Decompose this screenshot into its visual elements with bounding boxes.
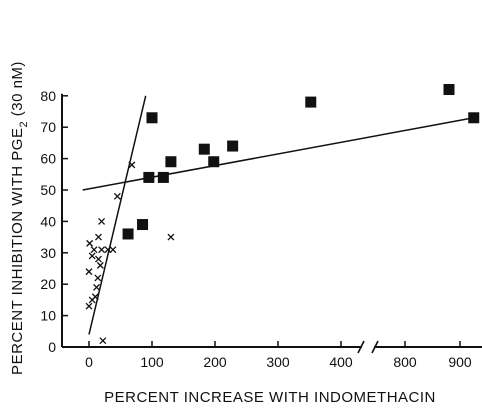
regression-line	[82, 117, 474, 191]
square-point	[146, 112, 158, 124]
x-tick-label: 800	[393, 354, 417, 370]
x-point-stroke	[109, 246, 117, 254]
x-point-stroke	[85, 302, 93, 310]
x-point-stroke	[90, 246, 98, 254]
x-point-stroke	[98, 246, 106, 254]
x-point-stroke	[91, 293, 99, 301]
x-point	[113, 192, 121, 200]
x-point-stroke	[88, 252, 96, 260]
x-point-stroke	[94, 233, 102, 241]
x-point	[86, 239, 94, 247]
regression-line	[88, 95, 147, 335]
x-point	[94, 255, 102, 263]
y-tick-label: 50	[40, 182, 56, 198]
y-tick-label: 10	[40, 308, 56, 324]
y-axis-title-main: PERCENT INHIBITION WITH PGE	[9, 128, 26, 375]
x-point-stroke	[96, 261, 104, 269]
x-point	[85, 268, 93, 276]
y-tick-label: 40	[40, 213, 56, 229]
x-point	[99, 337, 107, 345]
square-point	[227, 140, 239, 152]
x-point	[96, 261, 104, 269]
square-point	[208, 156, 220, 168]
y-tick-label: 30	[40, 245, 56, 261]
x-point-stroke	[104, 246, 112, 254]
y-tick-label: 0	[48, 339, 56, 355]
x-point	[93, 283, 101, 291]
x-point-stroke	[113, 192, 121, 200]
x-point-stroke	[99, 337, 107, 345]
axis-break-mark	[371, 340, 379, 354]
axes	[61, 93, 482, 354]
x-point-stroke	[86, 239, 94, 247]
x-tick-label: 100	[140, 354, 164, 370]
x-point-stroke	[93, 283, 101, 291]
x-point-stroke	[94, 255, 102, 263]
square-point	[198, 143, 210, 155]
x-point	[90, 246, 98, 254]
y-tick-label: 60	[40, 151, 56, 167]
x-axis-title: PERCENT INCREASE WITH INDOMETHACIN	[104, 389, 436, 406]
square-point	[122, 228, 134, 240]
x-tick-label: 400	[329, 354, 353, 370]
square-point	[443, 84, 455, 96]
x-point-stroke	[128, 161, 136, 169]
y-tick-label: 70	[40, 119, 56, 135]
x-point	[85, 302, 93, 310]
y-axis-title-suffix: (30 nM)	[9, 61, 26, 121]
square-point	[468, 112, 480, 124]
y-tick-label: 20	[40, 276, 56, 292]
y-axis-title: PERCENT INHIBITION WITH PGE2 (30 nM)	[9, 61, 30, 375]
x-tick-label: 0	[85, 354, 93, 370]
y-tick-label: 80	[40, 88, 56, 104]
x-point	[109, 246, 117, 254]
x-point-stroke	[167, 233, 175, 241]
square-point	[143, 171, 155, 183]
x-point	[98, 217, 106, 225]
square-point	[305, 96, 317, 108]
x-point	[128, 161, 136, 169]
x-point-stroke	[98, 217, 106, 225]
square-point	[137, 219, 149, 231]
data-points	[85, 84, 480, 345]
x-tick-label: 300	[266, 354, 290, 370]
square-point	[157, 171, 169, 183]
axis-break-mark	[357, 340, 365, 354]
x-point	[94, 274, 102, 282]
x-tick-label: 200	[203, 354, 227, 370]
x-point-stroke	[85, 268, 93, 276]
x-point	[88, 252, 96, 260]
fit-lines	[82, 95, 474, 335]
y-axis-title-subscript: 2	[18, 121, 30, 128]
x-tick-label: 900	[448, 354, 472, 370]
x-point	[98, 246, 106, 254]
x-point	[94, 233, 102, 241]
x-point	[104, 246, 112, 254]
square-point	[165, 156, 177, 168]
x-point	[91, 293, 99, 301]
x-point	[167, 233, 175, 241]
x-point-stroke	[94, 274, 102, 282]
